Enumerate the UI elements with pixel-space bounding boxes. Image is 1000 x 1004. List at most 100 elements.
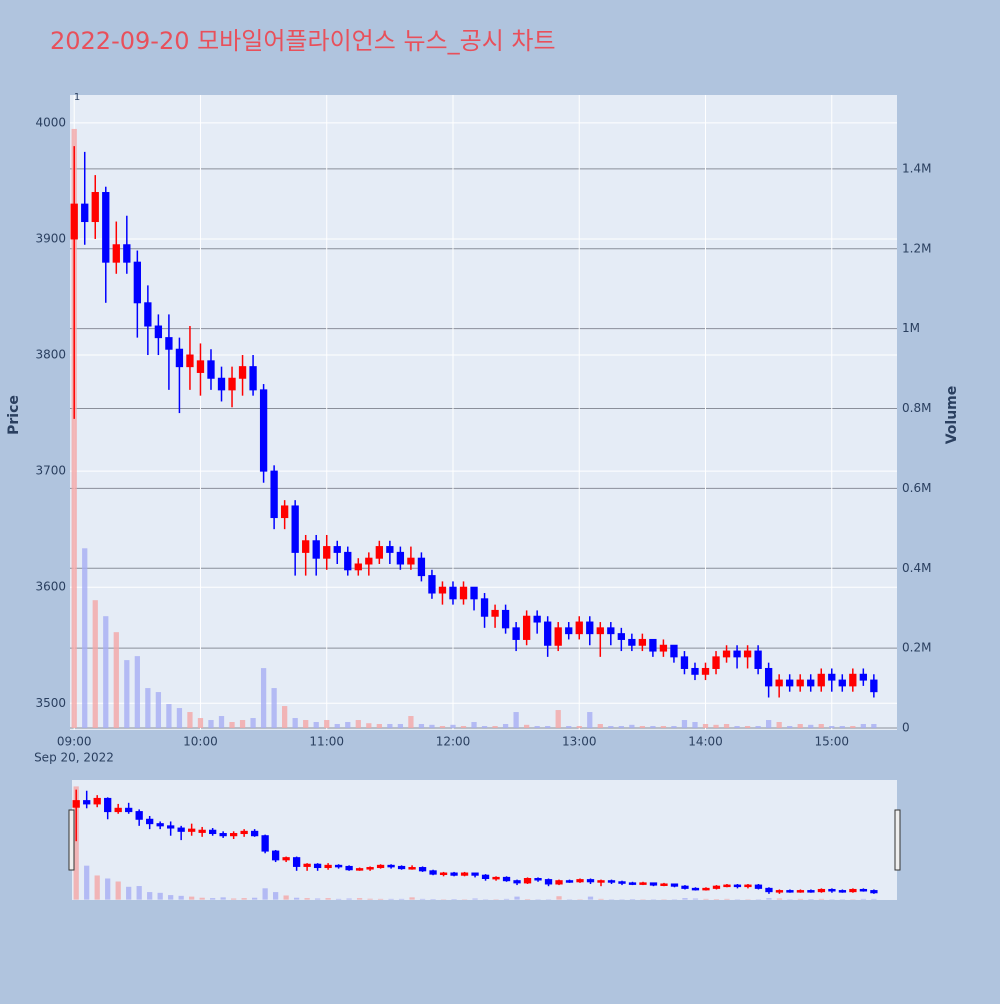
candle-body — [797, 680, 803, 686]
volume-bar-mini — [693, 898, 698, 899]
candle-body — [155, 326, 161, 338]
candle-body — [692, 668, 698, 674]
volume-bar — [429, 725, 434, 728]
candle-body-mini — [734, 885, 740, 887]
volume-bar — [166, 704, 171, 728]
volume-bar — [819, 724, 824, 728]
candle-body — [187, 355, 193, 367]
volume-bar — [461, 726, 466, 728]
candle-body-mini — [545, 880, 551, 884]
candle-body-mini — [189, 829, 195, 831]
candle-body — [397, 552, 403, 564]
volume-bar — [208, 720, 213, 728]
volume-bar — [587, 712, 592, 728]
range-handle-left[interactable] — [69, 810, 74, 870]
candle-body-mini — [220, 834, 226, 836]
volume-bar — [324, 720, 329, 728]
candle-body — [481, 599, 487, 616]
volume-bar-mini — [357, 898, 362, 900]
candle-body-mini — [367, 868, 373, 870]
candle-body — [239, 367, 245, 379]
candle-body — [523, 616, 529, 639]
volume-bar-mini — [525, 899, 530, 900]
candle-body-mini — [661, 884, 667, 886]
volume-bar-mini — [84, 866, 89, 900]
volume-bar-mini — [472, 898, 477, 899]
candle-body — [418, 558, 424, 575]
candle-body — [702, 668, 708, 674]
candle-body-mini — [84, 801, 90, 804]
volume-bar-mini — [420, 899, 425, 900]
candle-body — [208, 361, 214, 378]
volume-bar — [135, 656, 140, 728]
volume-bar-mini — [231, 898, 236, 899]
volume-bar-mini — [430, 899, 435, 900]
range-slider[interactable] — [72, 780, 897, 900]
candle-body-mini — [94, 798, 100, 803]
candle-body — [134, 262, 140, 303]
volume-bar-mini — [263, 888, 268, 899]
volume-bar — [282, 706, 287, 728]
candle-body-mini — [388, 865, 394, 867]
volume-bar — [187, 712, 192, 728]
candle-body — [71, 204, 77, 239]
y2-tick-label: 0.4M — [902, 561, 931, 575]
candle-body-mini — [210, 830, 216, 833]
volume-bar — [703, 724, 708, 728]
candle-body — [808, 680, 814, 686]
candle-body — [587, 622, 593, 634]
y2-tick-label: 0 — [902, 721, 910, 735]
candle-body-mini — [241, 831, 247, 833]
candle-body-mini — [335, 865, 341, 867]
volume-bar-mini — [399, 899, 404, 900]
candle-body-mini — [650, 883, 656, 885]
candle-body-mini — [535, 879, 541, 881]
volume-bar-mini — [346, 898, 351, 899]
candle-body — [271, 471, 277, 517]
volume-bar-mini — [294, 898, 299, 900]
volume-bar — [492, 726, 497, 728]
volume-bar — [314, 722, 319, 728]
y-axis-title: Price — [6, 395, 22, 435]
candle-body — [292, 506, 298, 552]
volume-bar-mini — [210, 898, 215, 900]
candle-body — [755, 651, 761, 668]
candle-body-mini — [461, 873, 467, 875]
volume-bar — [156, 692, 161, 728]
candle-body-mini — [587, 880, 593, 882]
candle-body — [408, 558, 414, 564]
volume-bar — [850, 726, 855, 728]
candle-body-mini — [409, 868, 415, 870]
candle-body-mini — [755, 885, 761, 888]
candle-body-mini — [871, 891, 877, 893]
volume-bar — [598, 724, 603, 728]
range-handle-right[interactable] — [895, 810, 900, 870]
volume-bar-mini — [200, 898, 205, 900]
candle-body — [671, 645, 677, 657]
candle-body-mini — [440, 873, 446, 875]
volume-bar — [177, 708, 182, 728]
volume-bar — [271, 688, 276, 728]
candle-body-mini — [126, 808, 132, 811]
volume-bar — [198, 718, 203, 728]
candle-body-mini — [346, 866, 352, 869]
candle-body — [639, 639, 645, 645]
volume-bar — [745, 726, 750, 728]
volume-bar — [671, 726, 676, 728]
candle-body-mini — [629, 883, 635, 885]
volume-bar-mini — [315, 898, 320, 899]
volume-bar — [82, 548, 87, 728]
candle-body-mini — [105, 798, 111, 811]
candle-body-mini — [398, 866, 404, 868]
volume-bar-mini — [588, 897, 593, 900]
candle-body — [765, 668, 771, 685]
candle-body-mini — [556, 881, 562, 884]
volume-bar-mini — [766, 898, 771, 900]
x-tick-label: 14:00 — [688, 735, 723, 749]
volume-bar — [619, 726, 624, 728]
volume-bar-mini — [126, 887, 131, 900]
x-date-label: Sep 20, 2022 — [34, 751, 114, 765]
volume-bar — [408, 716, 413, 728]
y-tick-label: 3800 — [35, 348, 66, 362]
volume-bar — [261, 668, 266, 728]
